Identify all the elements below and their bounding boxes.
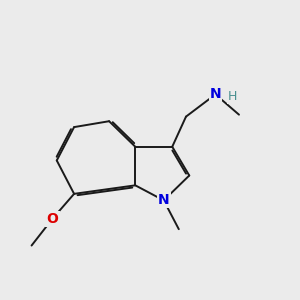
Text: H: H	[228, 91, 237, 103]
Text: N: N	[158, 194, 170, 207]
Text: N: N	[210, 87, 221, 101]
Text: O: O	[46, 212, 58, 226]
